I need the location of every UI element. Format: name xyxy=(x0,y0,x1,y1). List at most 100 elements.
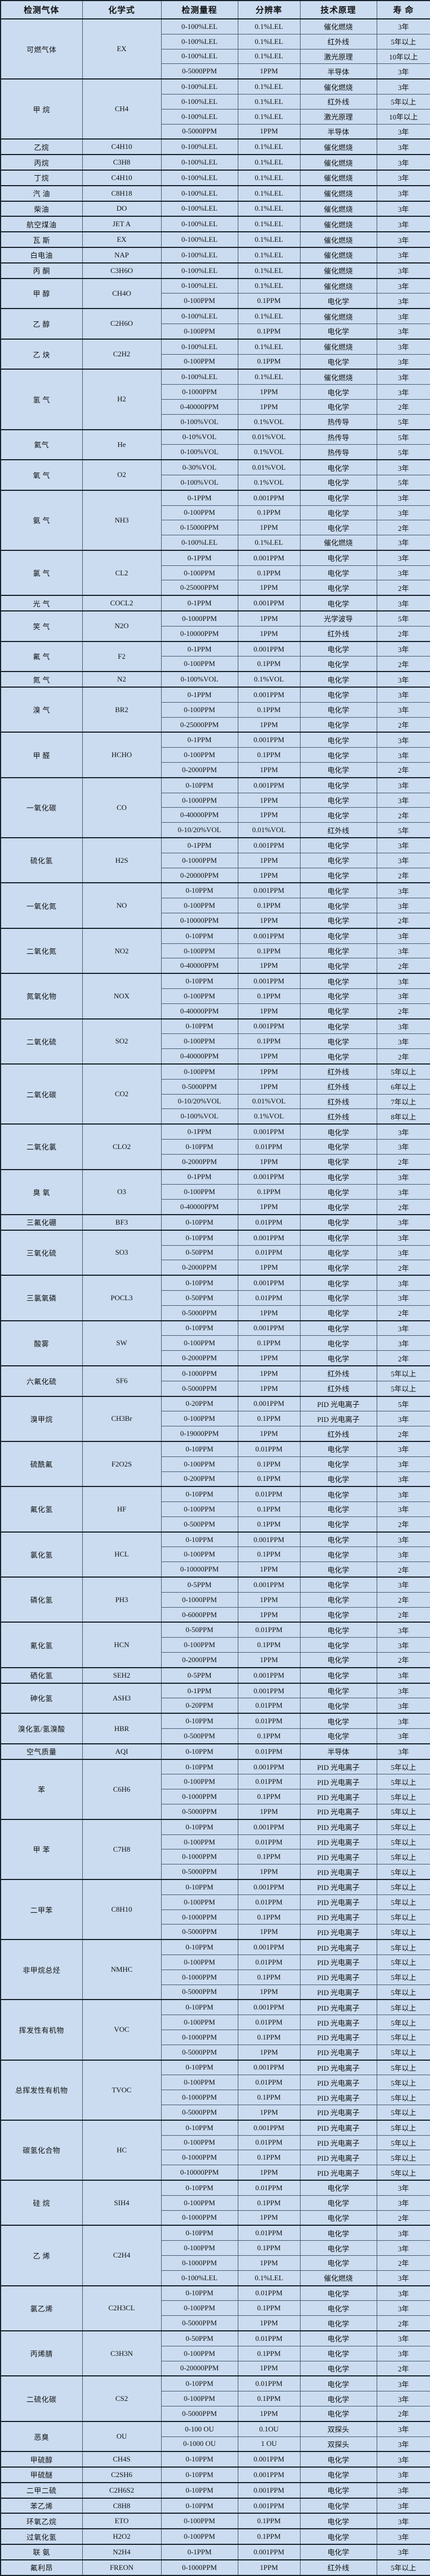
range-cell: 0-30%VOL xyxy=(161,459,238,475)
gas-row: 0-100%VOL 0.1%VOL 电化学 5年 xyxy=(1,474,430,491)
lifetime-cell: 3年 xyxy=(376,1728,430,1744)
principle-cell: 电化学 xyxy=(299,520,377,536)
resolution-cell: 0.1PPM xyxy=(237,988,301,1004)
gas-row: 光 气 COCL2 0-1PPM 0.001PPM 电化学 3年 xyxy=(0,595,430,611)
lifetime-cell: 2年 xyxy=(376,580,430,596)
principle-cell: 电化学 xyxy=(299,837,377,853)
resolution-cell: 1PPM xyxy=(237,867,301,883)
range-cell: 0-40000PPM xyxy=(161,399,238,415)
principle-cell: 电化学 xyxy=(299,2513,377,2529)
lifetime-cell: 2年 xyxy=(376,762,430,778)
range-cell: 0-5000PPM xyxy=(161,2315,238,2331)
lifetime-cell: 3年 xyxy=(376,2528,430,2545)
resolution-cell: 0.01PPM xyxy=(237,1774,301,1790)
gas-name-cell: 硒化氢 xyxy=(0,1667,83,1684)
principle-cell: 电化学 xyxy=(299,1561,377,1578)
resolution-cell: 0.001PPM xyxy=(237,640,301,657)
lifetime-cell: 3年 xyxy=(376,323,430,340)
range-cell: 0-1PPM xyxy=(161,549,238,566)
lifetime-cell: 5年以上 xyxy=(376,2150,430,2166)
gas-formula-cell: HBR xyxy=(82,1713,162,1744)
resolution-cell: 0.1%LEL xyxy=(237,18,301,34)
resolution-cell: 0.1PPM xyxy=(237,747,301,763)
gas-formula-cell: SF6 xyxy=(82,1365,162,1397)
gas-row: 0-20000PPM 1PPM 电化学 2年 xyxy=(1,2360,430,2376)
principle-cell: 电化学 xyxy=(299,2497,377,2514)
gas-row: 0-5000PPM 1PPM 红外线 5年以上 xyxy=(1,1380,430,1397)
resolution-cell: 1PPM xyxy=(237,1305,301,1321)
range-cell: 0-1PPM xyxy=(161,1123,238,1140)
gas-row: 甲 烷 CH4 0-100%LEL 0.1%LEL 催化燃烧 3年 xyxy=(0,78,430,140)
range-cell: 0-100PPM xyxy=(161,1063,238,1080)
range-cell: 0-1000PPM xyxy=(161,2210,238,2226)
gas-name-cell: 甲 烷 xyxy=(0,78,83,140)
header-resolution: 分辨率 xyxy=(237,0,301,19)
gas-name-cell: 甲 醛 xyxy=(0,732,83,778)
range-cell: 0-1000PPM xyxy=(161,1909,238,1925)
principle-cell: 电化学 xyxy=(299,1229,377,1246)
resolution-cell: 0.01PPM xyxy=(237,1290,301,1306)
range-cell: 0-2000PPM xyxy=(161,1350,238,1366)
lifetime-cell: 5年 xyxy=(376,1395,430,1412)
lifetime-cell: 2年 xyxy=(376,1048,430,1065)
gas-name-cell: 二甲二硫 xyxy=(0,2481,83,2499)
resolution-cell: 0.001PPM xyxy=(237,2466,301,2483)
lifetime-cell: 5年以上 xyxy=(376,1789,430,1805)
principle-cell: PID 光电离子 xyxy=(299,1939,377,1956)
resolution-cell: 0.01PPM xyxy=(237,1955,301,1970)
lifetime-cell: 3年 xyxy=(376,1471,430,1487)
range-cell: 0-100%LEL xyxy=(161,277,238,294)
resolution-cell: 0.001PPM xyxy=(237,489,301,506)
principle-cell: PID 光电离子 xyxy=(299,1955,377,1970)
gas-row: 0-1000PPM 1PPM 电化学 2年 xyxy=(1,2210,430,2226)
resolution-cell: 0.001PPM xyxy=(237,882,301,899)
resolution-cell: 0.001PPM xyxy=(237,1577,301,1593)
range-cell: 0-10PPM xyxy=(161,1713,238,1729)
gas-row: 硫酰氟 F2O2S 0-10PPM 0.01PPM 电化学 3年 xyxy=(0,1440,430,1487)
gas-name-cell: 恶臭 xyxy=(0,2420,83,2452)
gas-name-cell: 光 气 xyxy=(0,595,83,611)
gas-row: 挥发性有机物 VOC 0-10PPM 0.001PPM PID 光电离子 5年以上 xyxy=(0,1999,430,2061)
range-cell: 0-100%LEL xyxy=(161,231,238,248)
gas-row: 0-100PPM 0.1PPM 电化学 3年 xyxy=(1,1335,430,1351)
gas-formula-cell: C4H10 xyxy=(82,169,162,186)
resolution-cell: 0.1%VOL xyxy=(237,414,301,430)
range-cell: 0-100PPM xyxy=(161,1774,238,1790)
principle-cell: 电化学 xyxy=(299,595,377,611)
lifetime-cell: 5年以上 xyxy=(376,2029,430,2045)
range-cell: 0-100%LEL xyxy=(161,93,238,110)
gas-row: 氮 气 N2 0-100%VOL 0.1%VOL 电化学 3年 xyxy=(0,671,430,688)
principle-cell: 电化学 xyxy=(299,988,377,1004)
gas-row: 0-1000PPM 1PPM 电化学 3年 xyxy=(1,852,430,868)
principle-cell: 催化燃烧 xyxy=(299,216,377,232)
lifetime-cell: 3年 xyxy=(376,1184,430,1200)
principle-cell: 电化学 xyxy=(299,2255,377,2271)
range-cell: 0-100%LEL xyxy=(161,369,238,385)
gas-row: 0-200PPM 0.1PPM 电化学 3年 xyxy=(1,1471,430,1487)
gas-name-cell: 氟化氢 xyxy=(0,1486,83,1533)
principle-cell: 电化学 xyxy=(299,1245,377,1261)
gas-row: 过氧化氢 H2O2 0-100PPM 0.1PPM 电化学 3年 xyxy=(0,2528,430,2545)
gas-row: 甲硫醚 C2SH6 0-10PPM 0.001PPM 电化学 3年 xyxy=(0,2466,430,2483)
lifetime-cell: 5年以上 xyxy=(376,2015,430,2030)
principle-cell: 电化学 xyxy=(299,687,377,703)
resolution-cell: 0.01PPM xyxy=(237,2135,301,2151)
gas-row: 乙 醇 C2H6O 0-100%LEL 0.1%LEL 催化燃烧 3年 xyxy=(0,308,430,340)
resolution-cell: 0.001PPM xyxy=(237,1758,301,1775)
lifetime-cell: 3年 xyxy=(376,231,430,248)
principle-cell: 红外线 xyxy=(299,1063,377,1080)
principle-cell: 电化学 xyxy=(299,1153,377,1170)
gas-row: 0-100PPM 0.1PPM 电化学 2年 xyxy=(1,656,430,672)
principle-cell: 电化学 xyxy=(299,1003,377,1020)
gas-row: 0-100PPM 0.01PPM PID 光电离子 5年以上 xyxy=(1,2015,430,2030)
resolution-cell: 0.1%VOL xyxy=(237,444,301,460)
principle-cell: 电化学 xyxy=(299,1516,377,1533)
gas-name-cell: 二氧化氯 xyxy=(0,1123,83,1170)
resolution-cell: 1PPM xyxy=(237,2360,301,2376)
resolution-cell: 0.1OU xyxy=(237,2420,301,2437)
range-cell: 0-10%VOL xyxy=(161,429,238,445)
lifetime-cell: 3年 xyxy=(376,1501,430,1517)
resolution-cell: 1PPM xyxy=(237,1984,301,2000)
range-cell: 0-10PPM xyxy=(161,2466,238,2483)
gas-name-cell: 三氟化硼 xyxy=(0,1214,83,1231)
